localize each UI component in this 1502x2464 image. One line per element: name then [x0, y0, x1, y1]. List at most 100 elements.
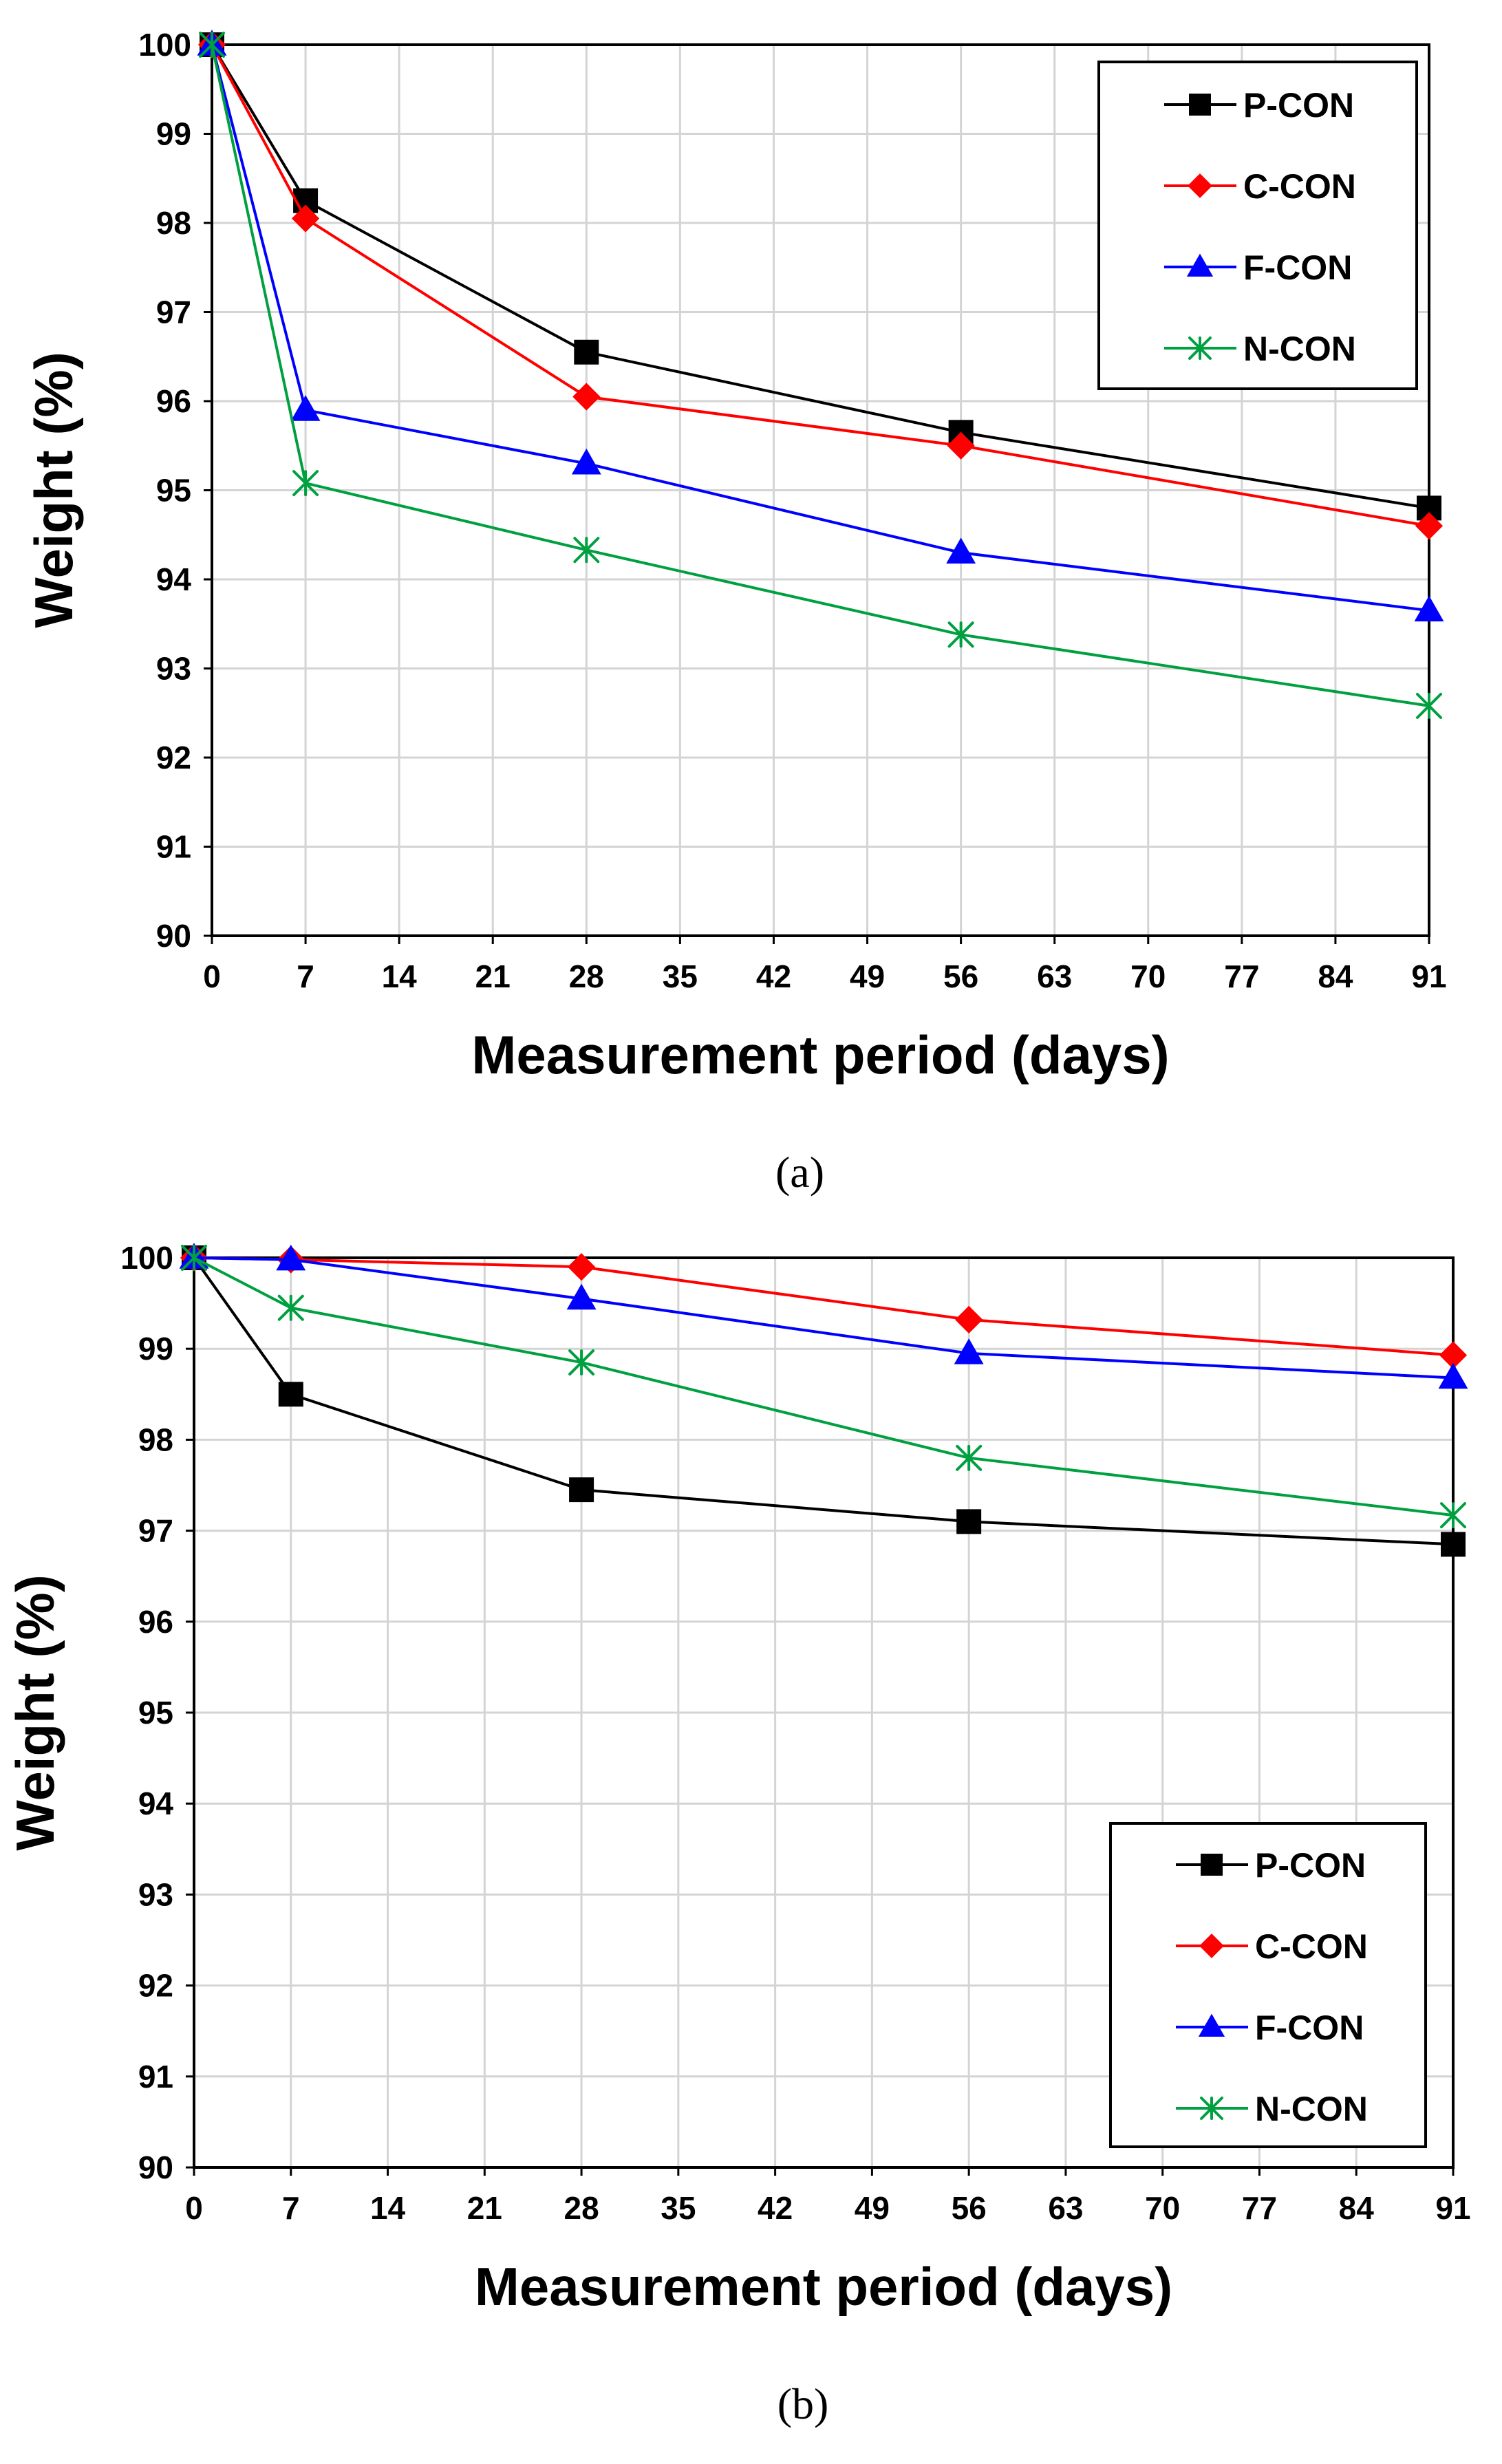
data-point — [1416, 692, 1442, 719]
x-tick-label: 56 — [952, 2190, 987, 2226]
y-tick-label: 90 — [138, 2150, 173, 2185]
legend-entry: F-CON — [1176, 2008, 1364, 2047]
data-point — [956, 1444, 983, 1471]
y-tick-label: 98 — [138, 1422, 173, 1457]
x-tick-label: 7 — [282, 2190, 300, 2226]
series-p-con — [182, 1245, 1466, 1557]
legend: P-CON C-CON F-CON N-CON — [1097, 61, 1418, 390]
data-point — [568, 1349, 595, 1376]
y-tick-label: 95 — [138, 1695, 173, 1731]
legend-entry: C-CON — [1164, 167, 1356, 206]
legend-entry: N-CON — [1176, 2090, 1368, 2128]
y-axis-title: Weight (%) — [5, 1574, 65, 1851]
y-tick-label: 96 — [138, 1604, 173, 1640]
x-tick-label: 14 — [382, 958, 418, 994]
legend-marker — [1186, 253, 1214, 277]
legend-marker — [1198, 2013, 1225, 2037]
x-tick-label: 28 — [569, 958, 604, 994]
legend: P-CON C-CON F-CON N-CON — [1109, 1822, 1427, 2148]
legend-label: P-CON — [1243, 86, 1354, 125]
data-point — [947, 621, 974, 648]
x-tick-label: 77 — [1224, 958, 1259, 994]
x-tick-label: 63 — [1048, 2190, 1083, 2226]
data-point — [199, 32, 225, 58]
y-tick-label: 93 — [138, 1876, 173, 1912]
series-line — [193, 1256, 1454, 1380]
x-tick-label: 91 — [1435, 2190, 1470, 2226]
data-point — [1441, 1532, 1466, 1557]
legend-label: C-CON — [1243, 167, 1356, 206]
data-point — [571, 448, 601, 475]
data-point — [1440, 1502, 1466, 1529]
legend-entry: P-CON — [1176, 1846, 1366, 1885]
legend-marker — [1199, 1933, 1224, 1958]
y-axis: 90 91 92 93 94 95 96 97 98 99 100 — [120, 1240, 194, 2185]
legend-entry: F-CON — [1164, 248, 1352, 287]
y-tick-label: 91 — [156, 829, 191, 865]
data-point — [290, 395, 321, 421]
y-axis-title: Weight (%) — [23, 352, 84, 628]
x-tick-label: 7 — [297, 958, 314, 994]
x-tick-label: 84 — [1339, 2190, 1375, 2226]
data-point — [291, 204, 320, 233]
legend-label: P-CON — [1255, 1846, 1366, 1885]
data-point — [955, 1305, 983, 1334]
x-axis-title: Measurement period (days) — [475, 2256, 1172, 2317]
data-point — [1417, 495, 1441, 521]
x-tick-label: 42 — [758, 2190, 793, 2226]
legend-entry: C-CON — [1176, 1927, 1368, 1966]
x-tick-label: 49 — [855, 2190, 890, 2226]
x-tick-label: 91 — [1411, 958, 1446, 994]
y-tick-label: 93 — [156, 651, 191, 687]
data-point — [1414, 595, 1444, 622]
series-line — [193, 1256, 1454, 1517]
chart-panel-b: 0 7 14 21 28 35 42 49 56 63 70 77 84 91 90 91 92 93 94 95 96… — [5, 1240, 1471, 2428]
x-tick-label: 70 — [1145, 2190, 1180, 2226]
data-point — [947, 431, 975, 460]
y-tick-label: 92 — [138, 1968, 173, 2004]
data-point — [1438, 1362, 1468, 1389]
legend-marker — [1189, 94, 1211, 116]
data-point — [276, 1244, 306, 1271]
data-point — [954, 1338, 984, 1364]
y-tick-label: 99 — [138, 1331, 173, 1367]
y-tick-label: 96 — [156, 383, 191, 419]
data-point — [946, 537, 976, 564]
y-tick-label: 92 — [156, 740, 191, 775]
y-tick-label: 98 — [156, 205, 191, 241]
data-point — [572, 383, 601, 411]
legend-label: F-CON — [1243, 248, 1352, 287]
legend-label: N-CON — [1243, 330, 1356, 368]
legend-label: N-CON — [1255, 2090, 1368, 2128]
x-axis-title: Measurement period (days) — [471, 1025, 1169, 1085]
y-tick-label: 97 — [156, 294, 191, 330]
data-point — [292, 470, 319, 497]
data-point — [1415, 512, 1444, 540]
y-axis: 90 91 92 93 94 95 96 97 98 99 100 — [138, 27, 212, 954]
series-f-con — [197, 30, 1444, 622]
x-tick-label: 56 — [943, 958, 978, 994]
x-tick-label: 0 — [185, 2190, 203, 2226]
chart-panel-a: 0 7 14 21 28 35 42 49 56 63 70 77 84 91 90 91 92 93 94 95 96… — [23, 27, 1447, 1197]
legend-box — [1109, 1822, 1427, 2148]
legend-marker — [1200, 2097, 1223, 2120]
x-tick-label: 49 — [850, 958, 885, 994]
y-tick-label: 94 — [138, 1786, 174, 1821]
legend-label: F-CON — [1255, 2008, 1364, 2047]
x-tick-label: 77 — [1242, 2190, 1277, 2226]
x-axis: 0 7 14 21 28 35 42 49 56 63 70 77 84 91 — [203, 936, 1447, 994]
legend-entry: N-CON — [1164, 330, 1356, 368]
data-point — [567, 1253, 596, 1281]
legend-marker — [1201, 1854, 1223, 1876]
series-n-con — [181, 1245, 1466, 1529]
data-point — [574, 339, 599, 365]
panel-label: (b) — [777, 2379, 829, 2428]
legend-marker — [1188, 336, 1212, 360]
data-point — [181, 1245, 207, 1271]
data-point — [573, 537, 600, 564]
legend-label: C-CON — [1255, 1927, 1368, 1966]
x-tick-label: 63 — [1037, 958, 1072, 994]
y-tick-label: 90 — [156, 918, 191, 954]
y-tick-label: 91 — [138, 2059, 173, 2095]
